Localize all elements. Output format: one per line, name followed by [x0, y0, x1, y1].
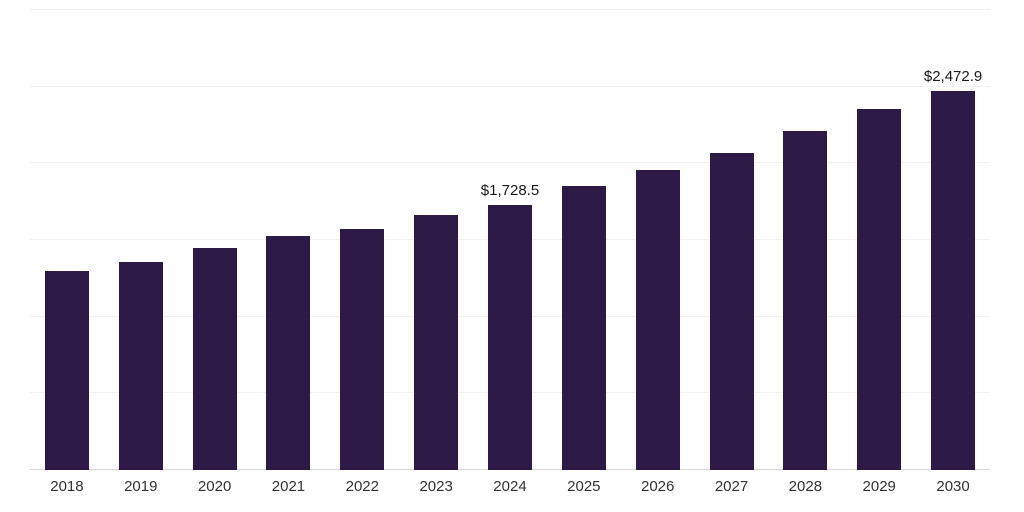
- x-axis: 2018 2019 2020 2021 2022 2023 2024 2025 2026 2027…: [30, 478, 990, 495]
- bar-slot-2019: [104, 10, 178, 470]
- bar-slot-2028: [768, 10, 842, 470]
- x-tick-label-2019: 2019: [124, 478, 158, 495]
- x-tick-label-2025: 2025: [567, 478, 601, 495]
- bar-2029: [857, 108, 902, 470]
- bar-2018: [44, 270, 89, 470]
- bar-slot-2022: [325, 10, 399, 470]
- bar-slot-2026: [621, 10, 695, 470]
- x-tick-label-2027: 2027: [714, 478, 749, 495]
- x-tick-label-2018: 2018: [50, 478, 84, 495]
- bar-2030: [931, 90, 976, 470]
- bar-slot-2029: [842, 10, 916, 470]
- gridline: [30, 9, 990, 10]
- bar-2019: [118, 262, 163, 470]
- plot-area: $1,728.5 $2,472.9: [30, 9, 990, 470]
- bar-slot-2018: [30, 10, 104, 470]
- gridline: [30, 85, 990, 87]
- bar-2025: [561, 186, 606, 470]
- bar-slot-2021: [252, 10, 326, 470]
- gridline: [30, 162, 990, 164]
- bar-slot-2024: $1,728.5: [473, 10, 547, 470]
- bar-slot-2027: [695, 10, 769, 470]
- x-tick-label-2021: 2021: [271, 478, 306, 495]
- bar-2027: [709, 152, 754, 470]
- bar-slot-2030: $2,472.9: [916, 10, 990, 470]
- bar-2023: [414, 214, 459, 470]
- x-tick-label-2030: 2030: [936, 478, 970, 495]
- bars-group: $1,728.5 $2,472.9: [30, 10, 990, 470]
- x-tick-label-2020: 2020: [197, 478, 232, 495]
- bar-slot-2020: [178, 10, 252, 470]
- x-tick-label-2029: 2029: [862, 478, 896, 495]
- x-tick-label-2028: 2028: [788, 478, 823, 495]
- x-tick-label-2026: 2026: [640, 478, 675, 495]
- bar-value-label-2024: $1,728.5: [480, 181, 540, 199]
- x-tick-label-2024: 2024: [493, 478, 527, 495]
- bar-2028: [783, 131, 828, 470]
- bar-value-label-2030: $2,472.9: [923, 67, 983, 85]
- bar-2026: [635, 170, 680, 470]
- bar-slot-2023: [399, 10, 473, 470]
- bar-2022: [340, 228, 385, 470]
- bar-2021: [266, 236, 311, 470]
- bar-2020: [192, 248, 237, 470]
- x-tick-label-2023: 2023: [419, 478, 453, 495]
- bar-2024: [487, 204, 532, 470]
- bar-slot-2025: [547, 10, 621, 470]
- x-tick-label-2022: 2022: [345, 478, 379, 495]
